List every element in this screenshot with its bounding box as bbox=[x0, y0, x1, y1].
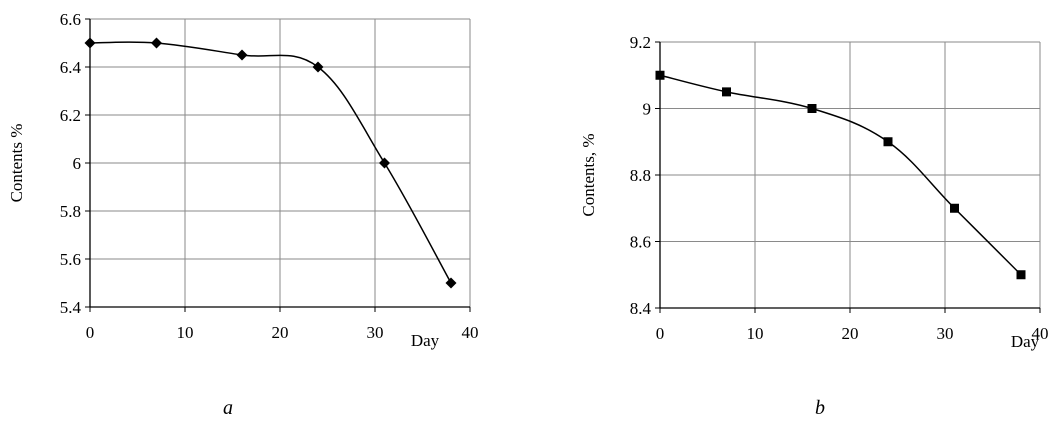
y-tick-label: 8.6 bbox=[630, 233, 651, 252]
data-point bbox=[807, 104, 817, 113]
x-tick-label: 40 bbox=[1032, 324, 1049, 343]
panel-label: b bbox=[815, 397, 825, 419]
y-tick-label: 6 bbox=[73, 154, 82, 173]
y-tick-label: 8.8 bbox=[630, 166, 651, 185]
y-tick-label: 6.2 bbox=[60, 106, 81, 125]
x-tick-label: 10 bbox=[177, 323, 194, 342]
x-tick-label: 30 bbox=[937, 324, 954, 343]
y-tick-label: 9 bbox=[643, 100, 652, 119]
chart-panel-a: 5.4 5.6 5.8 6 6.2 6.4 6.6 0 10 20 30 40 Contents % Da… bbox=[7, 10, 479, 419]
data-point bbox=[1016, 270, 1026, 280]
x-axis-label: Day bbox=[1011, 332, 1040, 351]
data-point bbox=[655, 70, 665, 80]
x-tick-label: 0 bbox=[656, 324, 665, 343]
y-tick-label: 8.4 bbox=[630, 299, 652, 318]
data-point bbox=[312, 61, 324, 73]
data-point bbox=[883, 137, 893, 147]
x-tick-label: 10 bbox=[747, 324, 764, 343]
data-point bbox=[722, 87, 731, 97]
data-point bbox=[151, 37, 162, 49]
x-tick-label: 30 bbox=[367, 323, 384, 342]
x-tick-label: 40 bbox=[462, 323, 479, 342]
panel-label: a bbox=[223, 397, 233, 419]
y-tick-label: 6.4 bbox=[60, 58, 82, 77]
data-point bbox=[84, 37, 96, 49]
data-point bbox=[950, 203, 959, 213]
data-point bbox=[379, 157, 390, 169]
data-point bbox=[445, 277, 457, 289]
chart-panel-b: 8.4 8.6 8.8 9 9.2 0 10 20 30 40 Contents, % Day b bbox=[579, 33, 1049, 419]
x-tick-label: 0 bbox=[86, 323, 95, 342]
x-axis-label: Day bbox=[411, 331, 440, 350]
x-tick-label: 20 bbox=[272, 323, 289, 342]
data-point bbox=[236, 49, 248, 61]
y-axis-label: Contents, % bbox=[579, 133, 598, 216]
y-tick-label: 9.2 bbox=[630, 33, 651, 52]
y-tick-label: 6.6 bbox=[60, 10, 81, 29]
y-tick-label: 5.6 bbox=[60, 250, 81, 269]
y-tick-label: 5.8 bbox=[60, 202, 81, 221]
x-tick-label: 20 bbox=[842, 324, 859, 343]
y-tick-label: 5.4 bbox=[60, 298, 82, 317]
y-axis-label: Contents % bbox=[7, 124, 26, 203]
